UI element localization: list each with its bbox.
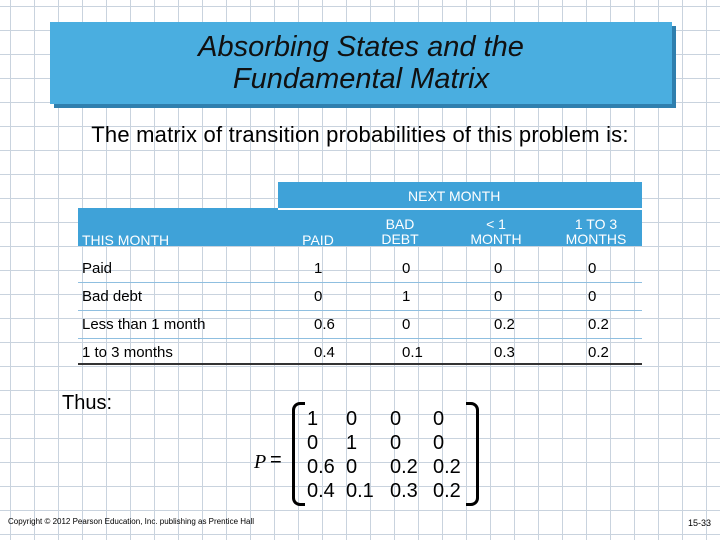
slide-number: 15-33 (688, 518, 712, 528)
matrix-entry: 0 (433, 408, 445, 430)
matrix-entry: 0 (390, 432, 402, 454)
matrix-left-bracket (292, 402, 305, 506)
col-header-bad-debt: BAD DEBT (381, 216, 419, 247)
table-cell: 0 (588, 288, 597, 305)
matrix-symbol: P (254, 451, 267, 473)
matrix-entry: 0.6 (307, 456, 335, 478)
table-cell: 0.4 (314, 344, 335, 361)
header-band-left (78, 208, 278, 246)
table-cell: 0.2 (588, 344, 609, 361)
table-cell: 0 (314, 288, 323, 305)
table-cell: 0.1 (402, 344, 423, 361)
thus-label: Thus: (62, 392, 113, 414)
title-line-2: Fundamental Matrix (232, 63, 490, 95)
title-banner: Absorbing States and the Fundamental Mat… (50, 22, 672, 104)
matrix-entry: 0 (346, 456, 358, 478)
matrix-right-bracket (466, 402, 479, 506)
matrix-entry: 0.2 (390, 456, 418, 478)
this-month-header: THIS MONTH (82, 232, 170, 248)
next-month-header: NEXT MONTH (408, 188, 501, 204)
row-divider (78, 310, 642, 311)
table-cell: 1 (314, 260, 323, 277)
matrix-entry: 0 (346, 408, 358, 430)
copyright-notice: Copyright © 2012 Pearson Education, Inc.… (8, 517, 255, 526)
table-cell: 0.3 (494, 344, 515, 361)
table-cell: 0 (588, 260, 597, 277)
table-cell: 0 (494, 288, 503, 305)
row-divider (78, 338, 642, 339)
header-band-right (278, 182, 642, 246)
row-divider (78, 282, 642, 283)
matrix-entry: 0 (433, 432, 445, 454)
row-label-bad-debt: Bad debt (82, 288, 143, 305)
table-cell: 0.2 (588, 316, 609, 333)
table-cell: 0 (402, 260, 411, 277)
col-header-paid: PAID (302, 232, 334, 248)
header-divider (278, 208, 642, 210)
matrix-entry: 0.4 (307, 480, 335, 502)
table-cell: 0.6 (314, 316, 335, 333)
matrix-entry: 0.2 (433, 480, 461, 502)
matrix-entry: 1 (346, 432, 358, 454)
equals-sign: = (270, 449, 282, 471)
subtitle: The matrix of transition probabilities o… (91, 122, 629, 147)
row-label-paid: Paid (82, 260, 113, 277)
row-label-less-than-1-month: Less than 1 month (82, 316, 206, 333)
matrix-entry: 0.2 (433, 456, 461, 478)
matrix-entry: 0 (390, 408, 402, 430)
table-cell: 0 (402, 316, 411, 333)
table-cell: 0 (494, 260, 503, 277)
matrix-entry: 0.3 (390, 480, 418, 502)
matrix-entry: 0 (307, 432, 319, 454)
col-header-less-than-1-month: < 1 MONTH (470, 216, 522, 247)
title-line-1: Absorbing States and the (198, 31, 524, 63)
table-bottom-rule (78, 363, 642, 365)
row-label-1-to-3-months: 1 to 3 months (82, 344, 173, 361)
matrix-entry: 0.1 (346, 480, 374, 502)
matrix-entry: 1 (307, 408, 319, 430)
table-cell: 1 (402, 288, 411, 305)
table-cell: 0.2 (494, 316, 515, 333)
col-header-1-to-3-months: 1 TO 3 MONTHS (565, 216, 627, 247)
